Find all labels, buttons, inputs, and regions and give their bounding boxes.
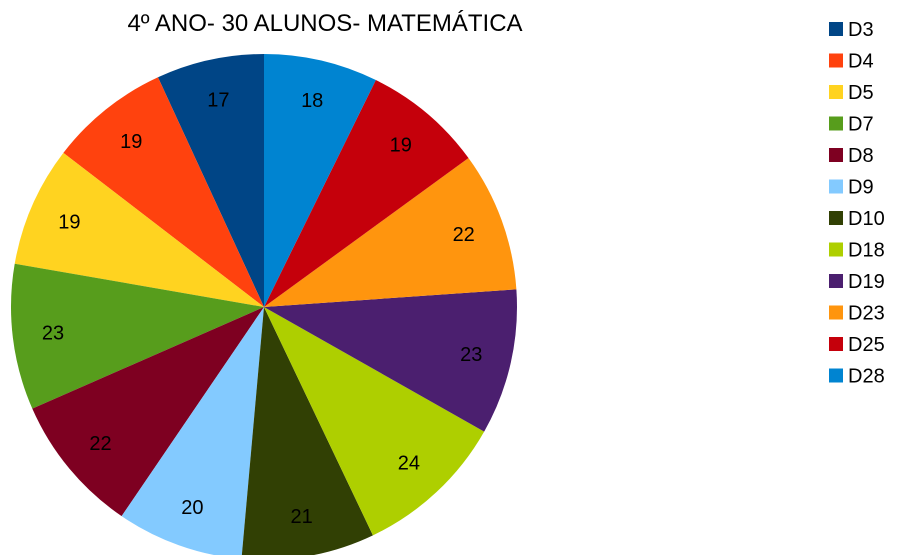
pie-slice-d9	[121, 307, 264, 555]
slice-label-d18: 24	[398, 452, 420, 474]
legend-swatch-d23	[829, 305, 843, 320]
legend-label-d23: D23	[848, 303, 885, 325]
legend-swatch-d4	[829, 53, 843, 68]
pie-slice-d5	[14, 152, 264, 307]
pie-slice-d25	[264, 80, 469, 307]
legend-label-d19: D19	[848, 271, 885, 293]
slice-label-d8: 22	[89, 433, 111, 455]
legend-label-d28: D28	[848, 366, 885, 388]
pie-slice-d7	[10, 263, 265, 409]
slice-label-d10: 21	[290, 506, 312, 528]
legend-swatch-d19	[829, 274, 843, 288]
pie-slice-d3	[157, 54, 264, 307]
legend: D3 D4 D5 D7 D8 D9 D10 D18 D19 D23 D25 D28	[829, 19, 885, 388]
slice-label-d7: 23	[42, 323, 64, 345]
legend-label-d8: D8	[848, 145, 874, 167]
pie-slice-d23	[264, 158, 517, 307]
legend-swatch-d28	[829, 368, 843, 383]
legend-swatch-d5	[829, 85, 843, 99]
legend-swatch-d18	[829, 242, 843, 257]
pie-slice-d10	[241, 307, 373, 555]
legend-label-d10: D10	[848, 208, 885, 230]
pie-slices	[10, 54, 517, 555]
legend-label-d18: D18	[848, 240, 885, 262]
legend-swatch-d9	[829, 179, 843, 194]
pie-slice-d4	[63, 77, 264, 307]
legend-label-d5: D5	[848, 82, 874, 104]
legend-label-d3: D3	[848, 19, 874, 41]
slice-label-d9: 20	[181, 497, 203, 519]
slice-label-d25: 19	[390, 134, 412, 156]
legend-swatch-d8	[829, 148, 843, 162]
pie-slice-d8	[32, 307, 265, 517]
slice-label-d5: 19	[58, 212, 80, 234]
slice-label-d23: 22	[453, 224, 475, 246]
legend-label-d25: D25	[848, 334, 885, 356]
legend-label-d9: D9	[848, 177, 874, 199]
legend-swatch-d7	[829, 116, 843, 131]
pie-labels: 17 19 19 23 22 20 21 24 23 22 19 18	[42, 89, 483, 528]
slice-label-d3: 17	[207, 89, 229, 111]
pie-slice-d19	[264, 289, 517, 432]
slice-label-d28: 18	[301, 90, 323, 112]
slice-label-d19: 23	[460, 344, 482, 366]
pie-slice-d28	[264, 54, 376, 307]
legend-label-d7: D7	[848, 114, 874, 136]
pie-slice-d18	[264, 307, 485, 536]
legend-label-d4: D4	[848, 51, 874, 73]
chart-title: 4º ANO- 30 ALUNOS- MATEMÁTICA	[127, 10, 522, 37]
slice-label-d4: 19	[120, 131, 142, 153]
legend-swatch-d3	[829, 22, 843, 36]
legend-swatch-d25	[829, 337, 843, 351]
legend-swatch-d10	[829, 211, 843, 225]
